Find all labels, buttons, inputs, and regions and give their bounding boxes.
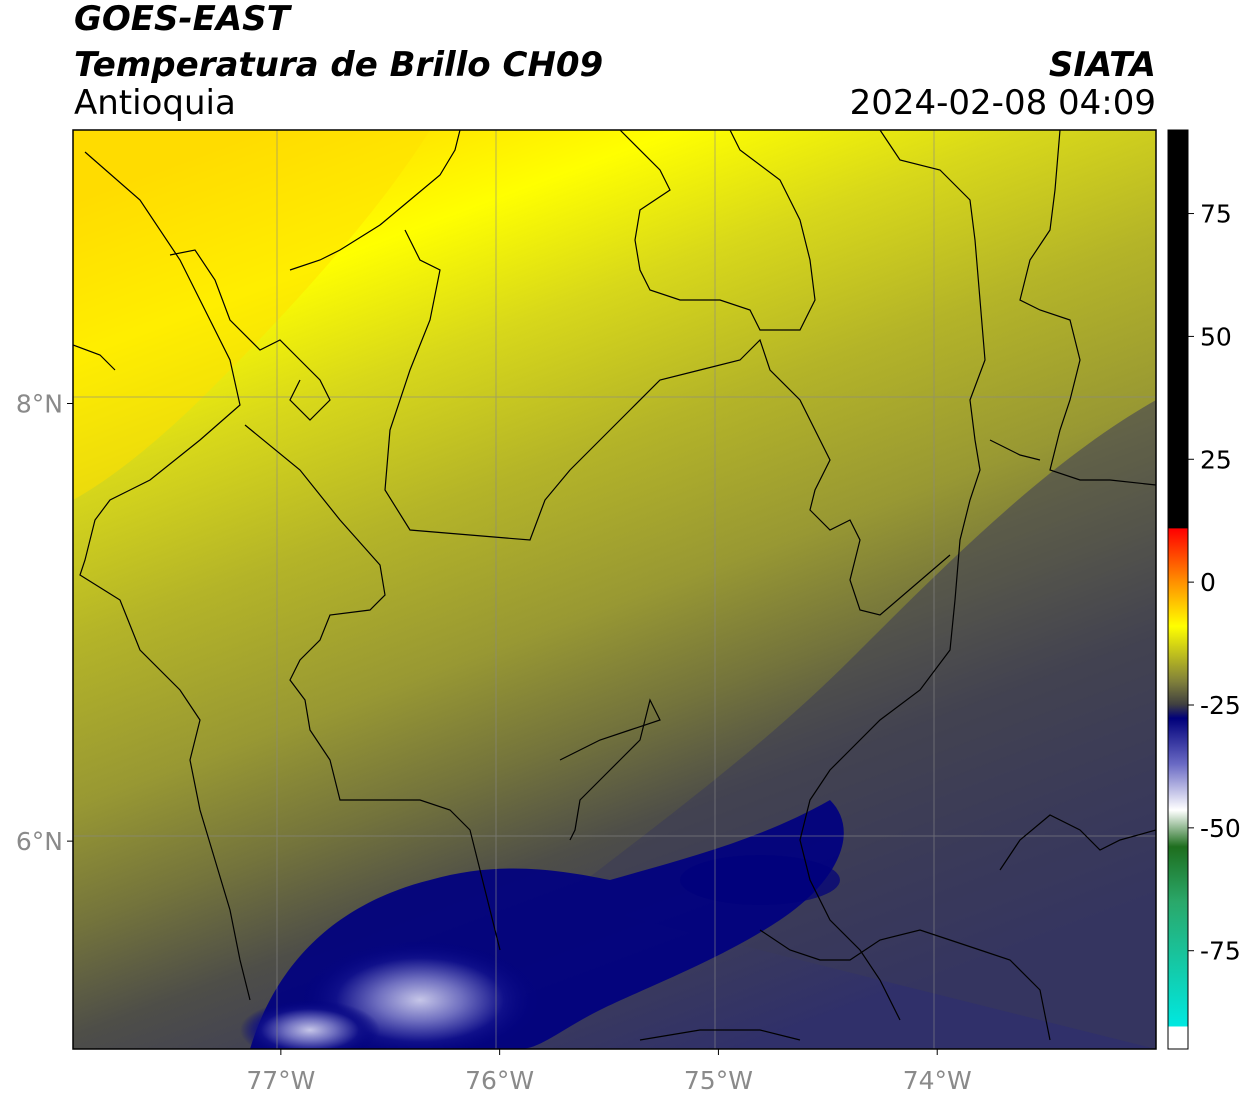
- lon-tick-label: 75°W: [684, 1066, 753, 1095]
- graticule: [73, 130, 1156, 1049]
- colorbar-gradient: [1168, 130, 1188, 1049]
- product-title: Temperatura de Brillo CH09: [74, 45, 604, 85]
- lon-tick-label: 77°W: [246, 1066, 315, 1095]
- map-frame: [72, 129, 1157, 1050]
- colorbar-tick-label: -75: [1200, 937, 1241, 966]
- colorbar-tick-label: 50: [1200, 322, 1232, 351]
- colorbar-tick-label: 0: [1200, 568, 1216, 597]
- colorbar-tick-label: 25: [1200, 445, 1232, 474]
- lon-tick-label: 76°W: [465, 1066, 534, 1095]
- colorbar: 75 50 25 0 -25 -50 -75: [1167, 129, 1241, 1050]
- colorbar-frame: [1167, 129, 1189, 1050]
- organization-label: SIATA: [1048, 45, 1156, 85]
- temperature-field: [73, 130, 1156, 1049]
- colorbar-tick-label: -25: [1200, 691, 1241, 720]
- lat-tick-label: 6°N: [16, 827, 63, 856]
- lon-tick-label: 74°W: [903, 1066, 972, 1095]
- colorbar-tick-label: -50: [1200, 814, 1241, 843]
- colorbar-ticks: 75 50 25 0 -25 -50 -75: [1188, 200, 1241, 966]
- region-title: Antioquia: [74, 83, 236, 123]
- boundary-lines: [73, 130, 1156, 1041]
- lat-tick-label: 8°N: [16, 390, 63, 419]
- colorbar-tick-label: 75: [1200, 200, 1232, 229]
- timestamp-label: 2024-02-08 04:09: [849, 83, 1156, 123]
- lon-axis: 77°W 76°W 75°W 74°W: [246, 1049, 972, 1095]
- lat-axis: 8°N 6°N: [16, 390, 73, 856]
- satellite-title: GOES-EAST: [74, 0, 290, 39]
